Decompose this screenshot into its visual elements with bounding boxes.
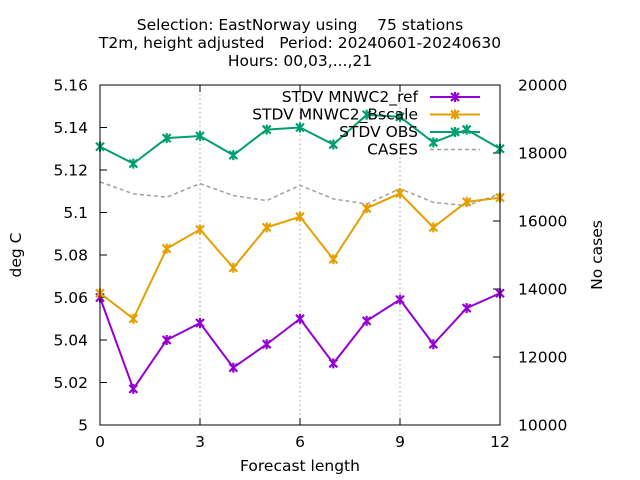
series-lines bbox=[95, 109, 505, 394]
data-point bbox=[328, 358, 339, 369]
title-line-3: Hours: 00,03,...,21 bbox=[228, 52, 372, 70]
data-point bbox=[328, 139, 339, 150]
y-tick-label: 5.04 bbox=[53, 332, 88, 350]
y-tick-label: 5.08 bbox=[53, 247, 88, 265]
y-tick-label: 5.06 bbox=[53, 289, 88, 307]
cases-series bbox=[99, 181, 501, 207]
x-tick-label: 9 bbox=[395, 433, 405, 451]
chart-title: Selection: EastNorway using 75 stations … bbox=[98, 16, 501, 70]
data-point bbox=[395, 188, 405, 199]
data-point bbox=[461, 124, 472, 135]
plot-area-border bbox=[99, 84, 501, 426]
data-point bbox=[128, 313, 139, 324]
x-tick-label: 3 bbox=[195, 433, 205, 451]
data-point bbox=[461, 303, 472, 314]
title-line-1: Selection: EastNorway using 75 stations bbox=[137, 16, 463, 34]
legend-label-1: STDV MNWC2_ref bbox=[282, 88, 419, 107]
data-point bbox=[395, 294, 405, 305]
data-point bbox=[261, 124, 272, 135]
legend-label-4: CASES bbox=[367, 141, 418, 159]
y-tick-label: 5.12 bbox=[53, 162, 88, 180]
data-point bbox=[361, 315, 372, 326]
data-point bbox=[195, 131, 205, 141]
y-tick-label: 5.16 bbox=[53, 77, 88, 95]
legend-marker-2 bbox=[450, 109, 460, 120]
data-point bbox=[195, 224, 205, 235]
y2-tick-label: 20000 bbox=[518, 77, 567, 95]
title-line-2: T2m, height adjusted Period: 20240601-20… bbox=[98, 34, 501, 52]
y2-tick-label: 10000 bbox=[518, 417, 567, 435]
data-point bbox=[128, 158, 139, 169]
data-point bbox=[361, 203, 372, 214]
data-point bbox=[395, 111, 405, 122]
legend-marker-3 bbox=[450, 127, 460, 137]
tick-labels: 0 3 6 9 12 5 5.02 5.04 5.06 5.08 5.1 5.12 5.14 5.16 10… bbox=[53, 77, 567, 452]
x-axis-label: Forecast length bbox=[240, 457, 360, 475]
data-point bbox=[295, 122, 305, 133]
y2-tick-label: 16000 bbox=[518, 213, 567, 231]
data-point bbox=[428, 222, 439, 233]
y2-tick-label: 18000 bbox=[518, 145, 567, 163]
y-tick-label: 5.1 bbox=[63, 204, 88, 222]
legend-label-3: STDV OBS bbox=[339, 123, 418, 141]
y2-tick-label: 14000 bbox=[518, 281, 567, 299]
x-tick-label: 6 bbox=[295, 433, 305, 451]
data-point bbox=[295, 211, 305, 222]
data-point bbox=[428, 137, 439, 148]
data-point bbox=[228, 150, 239, 161]
y2-axis-label: No cases bbox=[588, 220, 606, 290]
data-point bbox=[195, 318, 205, 328]
data-point bbox=[228, 362, 239, 373]
data-point bbox=[261, 339, 272, 350]
x-tick-label: 12 bbox=[490, 433, 510, 451]
data-point bbox=[261, 222, 272, 233]
data-point bbox=[328, 254, 339, 265]
series-line-4 bbox=[99, 181, 501, 207]
data-point bbox=[161, 243, 172, 254]
y-tick-label: 5.14 bbox=[53, 119, 88, 137]
data-point bbox=[361, 109, 372, 120]
x-tick-label: 0 bbox=[95, 433, 105, 451]
legend-marker-1 bbox=[450, 92, 460, 102]
data-point bbox=[161, 133, 172, 144]
data-point bbox=[128, 383, 139, 394]
data-point bbox=[228, 262, 239, 273]
data-point bbox=[461, 196, 472, 207]
data-point bbox=[295, 313, 305, 324]
y-tick-label: 5.02 bbox=[53, 374, 88, 392]
legend-label-2: STDV MNWC2_Bscale bbox=[252, 106, 418, 125]
series-line-1 bbox=[99, 292, 501, 392]
y2-tick-label: 12000 bbox=[518, 349, 567, 367]
y-axis-label: deg C bbox=[7, 233, 25, 278]
data-point bbox=[428, 339, 439, 350]
y-tick-label: 5 bbox=[78, 417, 88, 435]
data-point bbox=[161, 335, 172, 345]
